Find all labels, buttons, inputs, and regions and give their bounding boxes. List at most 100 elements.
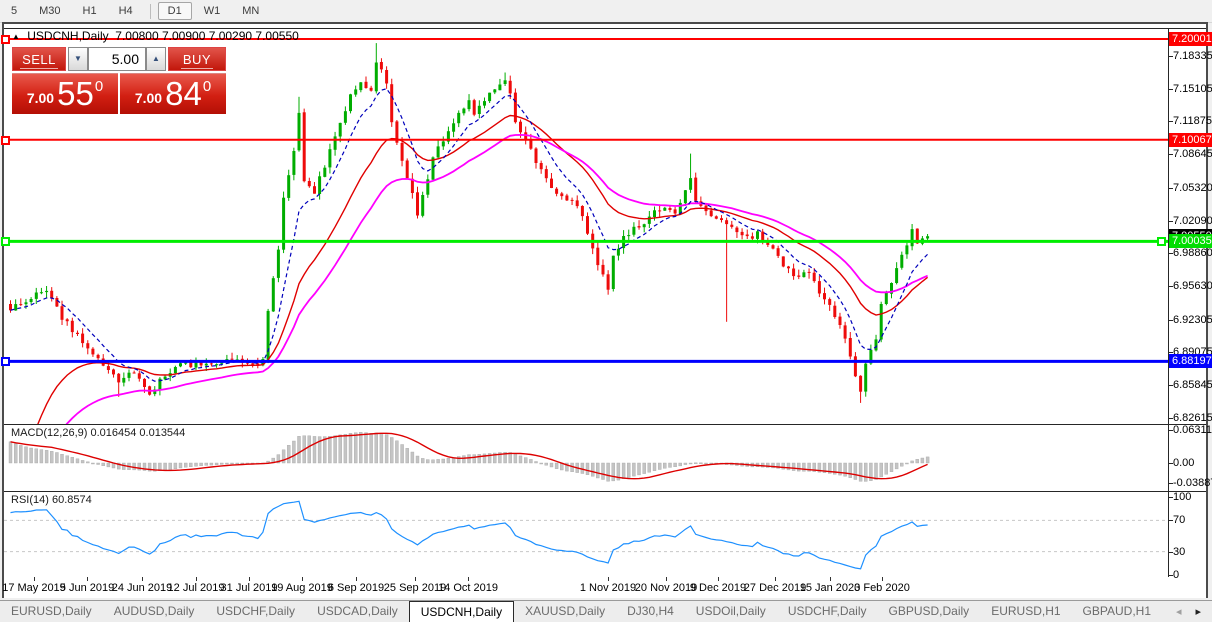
price-line-label: 7.10067 bbox=[1169, 133, 1212, 147]
price-tick-mark bbox=[1168, 286, 1173, 287]
chart-tab-eurusd-h1[interactable]: EURUSD,H1 bbox=[991, 604, 1061, 618]
chart-tab-eurusd-daily[interactable]: EURUSD,Daily bbox=[11, 604, 92, 618]
date-tick-mark bbox=[775, 577, 776, 581]
tab-scroll-arrows: ◂ ▸ bbox=[1162, 601, 1212, 622]
date-label: 19 Aug 2019 bbox=[271, 582, 333, 594]
price-tick-label: 7.18335 bbox=[1173, 50, 1212, 62]
chart-tab-gbpaud-h1[interactable]: GBPAUD,H1 bbox=[1082, 604, 1152, 618]
chart-tab-xauusd-daily[interactable]: XAUUSD,Daily bbox=[525, 604, 606, 618]
rsi-tick-mark bbox=[1168, 552, 1173, 553]
date-label: 9 Dec 2019 bbox=[689, 582, 747, 594]
price-tick-label: 7.15105 bbox=[1173, 83, 1212, 95]
chart-tab-usdcad-daily[interactable]: USDCAD,Daily bbox=[317, 604, 398, 618]
chart-tab-dj30-h4[interactable]: DJ30,H4 bbox=[627, 604, 674, 618]
date-tick-mark bbox=[666, 577, 667, 581]
chart-tab-audusd-daily[interactable]: AUDUSD,Daily bbox=[113, 604, 195, 618]
spin-down-icon: ▼ bbox=[74, 54, 82, 63]
price-tick-label: 7.11875 bbox=[1173, 115, 1212, 127]
date-tick-mark bbox=[87, 577, 88, 581]
price-tick-mark bbox=[1168, 56, 1173, 57]
date-tick-mark bbox=[718, 577, 719, 581]
hline-drag-handle[interactable] bbox=[1, 35, 10, 44]
chart-tab-usdchf-daily[interactable]: USDCHF,Daily bbox=[787, 604, 867, 618]
buy-price-main: 7.00 bbox=[134, 90, 163, 106]
price-tick-label: 7.05320 bbox=[1173, 182, 1212, 194]
chart-title-symbol: USDCNH,Daily bbox=[27, 29, 109, 43]
volume-input[interactable] bbox=[88, 47, 146, 71]
hline-drag-handle[interactable] bbox=[1, 136, 10, 145]
sell-price-display[interactable]: 7.00 55 0 bbox=[12, 73, 118, 114]
sell-price-pip: 0 bbox=[94, 77, 104, 95]
price-tick-mark bbox=[1168, 89, 1173, 90]
date-axis[interactable]: 17 May 2019 5 Jun 2019 24 Jun 2019 12 Jul 2… bbox=[2, 577, 1206, 598]
timeframe-button-mn[interactable]: MN bbox=[242, 5, 260, 17]
date-label: 3 Feb 2020 bbox=[854, 582, 910, 594]
chart-title-ohlc: 7.00800 7.00900 7.00290 7.00550 bbox=[115, 29, 299, 43]
sell-button[interactable]: SELL bbox=[12, 47, 66, 71]
rsi-tick-mark bbox=[1168, 497, 1173, 498]
panel-divider bbox=[4, 28, 1206, 29]
timeframe-button-w1[interactable]: W1 bbox=[203, 5, 221, 17]
chart-window-frame bbox=[2, 22, 1208, 598]
buy-button[interactable]: BUY bbox=[168, 47, 226, 71]
date-tick-mark bbox=[196, 577, 197, 581]
rsi-axis-label: 100 bbox=[1173, 491, 1192, 503]
sell-price-main: 7.00 bbox=[26, 90, 55, 106]
hline-drag-handle[interactable] bbox=[1157, 237, 1166, 246]
macd-axis-label: -0.038872 bbox=[1173, 477, 1212, 489]
one-click-collapse-icon[interactable]: ▲ bbox=[12, 32, 20, 41]
tab-scroll-right-icon[interactable]: ▸ bbox=[1195, 606, 1202, 618]
price-line-label: 7.00035 bbox=[1169, 234, 1212, 248]
timeframe-button-h1[interactable]: H1 bbox=[82, 5, 97, 17]
date-tick-mark bbox=[356, 577, 357, 581]
buy-price-display[interactable]: 7.00 84 0 bbox=[120, 73, 226, 114]
volume-increase-button[interactable]: ▲ bbox=[146, 47, 166, 71]
chart-tab-usdchf-daily[interactable]: USDCHF,Daily bbox=[216, 604, 296, 618]
rsi-tick-mark bbox=[1168, 520, 1173, 521]
price-tick-label: 7.02090 bbox=[1173, 215, 1212, 227]
volume-decrease-button[interactable]: ▼ bbox=[68, 47, 88, 71]
price-axis-border bbox=[1168, 28, 1169, 577]
hline-drag-handle[interactable] bbox=[1, 237, 10, 246]
timeframe-toolbar: 5 M30 H1 H4 D1 W1 MN bbox=[0, 0, 1212, 23]
rsi-axis-label: 30 bbox=[1173, 546, 1186, 558]
timeframe-button-5[interactable]: 5 bbox=[11, 5, 18, 17]
timeframe-button-m30[interactable]: M30 bbox=[39, 5, 61, 17]
price-tick-mark bbox=[1168, 320, 1173, 321]
date-tick-mark bbox=[249, 577, 250, 581]
chart-tab-bar: EURUSD,Daily AUDUSD,Daily USDCHF,Daily USDC… bbox=[0, 600, 1212, 622]
date-label: 17 May 2019 bbox=[2, 582, 66, 594]
hline-drag-handle[interactable] bbox=[1, 357, 10, 366]
date-tick-mark bbox=[34, 577, 35, 581]
price-tick-mark bbox=[1168, 418, 1173, 419]
timeframe-button-d1[interactable]: D1 bbox=[157, 2, 192, 20]
buy-price-pip: 0 bbox=[202, 77, 212, 95]
chart-tab-usdcnh-daily[interactable]: USDCNH,Daily bbox=[408, 601, 515, 622]
date-tick-mark bbox=[415, 577, 416, 581]
timeframe-button-h4[interactable]: H4 bbox=[118, 5, 133, 17]
tab-scroll-left-icon[interactable]: ◂ bbox=[1176, 606, 1182, 618]
date-label: 20 Nov 2019 bbox=[634, 582, 698, 594]
date-label: 12 Jul 2019 bbox=[167, 582, 225, 594]
macd-indicator-canvas[interactable] bbox=[4, 425, 1168, 491]
chart-tab-gbpusd-daily[interactable]: GBPUSD,Daily bbox=[888, 604, 970, 618]
rsi-axis-label: 70 bbox=[1173, 514, 1186, 526]
price-tick-mark bbox=[1168, 221, 1173, 222]
panel-divider[interactable] bbox=[4, 424, 1206, 425]
panel-divider[interactable] bbox=[4, 491, 1206, 492]
price-tick-label: 6.98860 bbox=[1173, 247, 1212, 259]
date-tick-mark bbox=[608, 577, 609, 581]
date-tick-mark bbox=[468, 577, 469, 581]
chart-title: ▲ USDCNH,Daily 7.00800 7.00900 7.00290 7… bbox=[12, 29, 299, 43]
price-tick-mark bbox=[1168, 253, 1173, 254]
macd-axis-label: 0.00 bbox=[1173, 457, 1195, 469]
date-label: 24 Jun 2019 bbox=[111, 582, 173, 594]
chart-tab-usdoil-daily[interactable]: USDOil,Daily bbox=[695, 604, 766, 618]
rsi-indicator-canvas[interactable] bbox=[4, 492, 1168, 577]
price-line-label: 6.88197 bbox=[1169, 354, 1212, 368]
macd-tick-mark bbox=[1168, 483, 1173, 484]
date-label: 15 Jan 2020 bbox=[799, 582, 861, 594]
price-chart-canvas[interactable] bbox=[4, 28, 1168, 424]
date-tick-mark bbox=[142, 577, 143, 581]
